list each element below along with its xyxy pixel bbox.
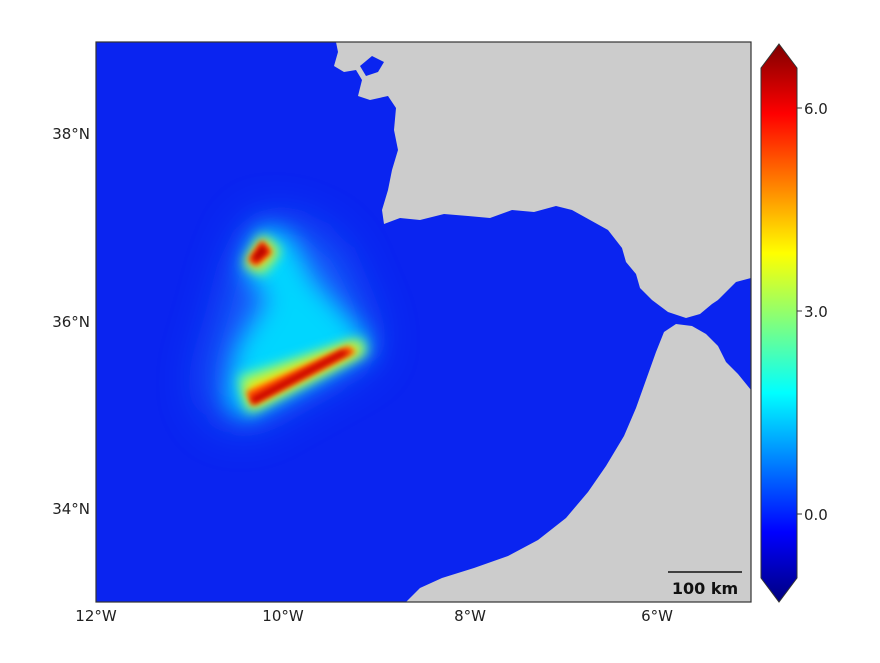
lon-tick-label: 10°W [262, 607, 304, 625]
colorbar: 6.0 3.0 0.0 [760, 43, 828, 603]
colorbar-body [760, 43, 798, 603]
scale-bar: 100 km [668, 571, 742, 598]
latitude-axis: 38°N 36°N 34°N [52, 125, 90, 518]
estuary [360, 56, 384, 76]
map-frame [95, 41, 752, 603]
colorbar-tick-label: 0.0 [804, 506, 828, 524]
lat-tick-label: 38°N [52, 125, 90, 143]
wave-field [206, 222, 372, 424]
colorbar-tick-label: 3.0 [804, 303, 828, 321]
iberia-landmass [334, 42, 751, 318]
lat-tick-label: 34°N [52, 500, 90, 518]
scale-bar-label: 100 km [672, 579, 738, 598]
map-panel [96, 42, 751, 602]
colorbar-tick-label: 6.0 [804, 100, 828, 118]
north-africa-landmass [406, 324, 751, 602]
longitude-axis: 12°W 10°W 8°W 6°W [75, 607, 673, 625]
lon-tick-label: 6°W [641, 607, 673, 625]
alboran-sea [718, 278, 751, 380]
lon-tick-label: 12°W [75, 607, 117, 625]
lon-tick-label: 8°W [454, 607, 486, 625]
lat-tick-label: 36°N [52, 313, 90, 331]
